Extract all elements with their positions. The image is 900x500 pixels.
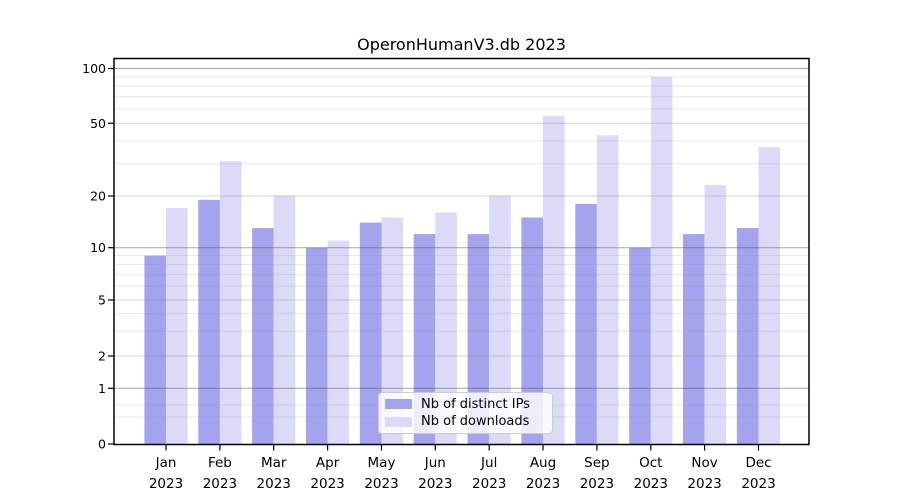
legend-label-distinct-ips: Nb of distinct IPs <box>421 396 530 412</box>
y-tick-label-50: 50 <box>90 116 106 131</box>
x-tick-label-year-jul: 2023 <box>472 476 506 492</box>
bar-downloads-dec <box>758 147 781 444</box>
bar-distinct-ips-apr <box>306 247 328 444</box>
bar-distinct-ips-nov <box>683 234 705 444</box>
x-tick-label-year-feb: 2023 <box>203 476 237 492</box>
bar-downloads-apr <box>327 240 350 444</box>
x-tick-label-year-may: 2023 <box>364 476 398 492</box>
x-tick-label-month-jul: Jul <box>480 455 497 471</box>
legend-item-downloads: Nb of downloads <box>385 414 546 430</box>
y-tick-label-1: 1 <box>98 381 106 396</box>
bar-distinct-ips-jan <box>144 255 166 444</box>
legend-swatch-distinct-ips <box>385 399 412 410</box>
bar-distinct-ips-jun <box>413 234 436 444</box>
bar-downloads-nov <box>704 184 727 444</box>
x-tick-label-month-nov: Nov <box>691 455 717 471</box>
bar-downloads-may <box>381 217 404 444</box>
y-tick-label-0: 0 <box>98 437 106 452</box>
bar-downloads-oct <box>650 76 673 445</box>
x-tick-label-year-sep: 2023 <box>580 476 614 492</box>
x-tick-label-year-jun: 2023 <box>418 476 452 492</box>
y-tick-label-20: 20 <box>90 189 106 204</box>
y-tick-label-100: 100 <box>82 61 106 76</box>
bar-distinct-ips-aug <box>521 217 543 444</box>
bar-downloads-feb <box>219 161 242 444</box>
chart-title: OperonHumanV3.db 2023 <box>357 35 566 54</box>
legend-label-downloads: Nb of downloads <box>421 414 530 430</box>
bar-distinct-ips-jul <box>467 234 490 444</box>
x-tick-label-year-dec: 2023 <box>741 476 775 492</box>
x-tick-label-year-apr: 2023 <box>310 476 344 492</box>
legend-swatch-downloads <box>385 416 412 427</box>
bar-downloads-jan <box>166 208 188 444</box>
x-tick-label-month-jun: Jun <box>424 455 446 471</box>
y-tick-label-10: 10 <box>90 240 106 255</box>
bar-downloads-jun <box>435 212 457 444</box>
bar-downloads-aug <box>543 115 565 445</box>
x-tick-label-year-aug: 2023 <box>526 476 560 492</box>
bar-distinct-ips-oct <box>629 247 651 444</box>
bar-downloads-mar <box>273 196 296 444</box>
x-tick-label-year-mar: 2023 <box>257 476 291 492</box>
plot-frame <box>113 57 810 446</box>
x-tick-label-month-jan: Jan <box>155 455 177 471</box>
bar-distinct-ips-feb <box>198 199 220 444</box>
y-tick-label-5: 5 <box>98 293 106 308</box>
x-tick-label-month-mar: Mar <box>261 455 287 471</box>
bar-distinct-ips-dec <box>736 228 759 444</box>
x-tick-label-month-dec: Dec <box>745 455 771 471</box>
bar-downloads-sep <box>596 135 619 445</box>
x-tick-label-month-may: May <box>368 455 396 471</box>
x-tick-label-month-apr: Apr <box>316 455 340 471</box>
legend: Nb of distinct IPs Nb of downloads <box>378 392 553 434</box>
bar-distinct-ips-mar <box>252 228 274 444</box>
bar-distinct-ips-sep <box>575 203 597 444</box>
legend-item-distinct-ips: Nb of distinct IPs <box>385 396 546 412</box>
x-tick-label-month-aug: Aug <box>530 455 556 471</box>
x-tick-label-year-oct: 2023 <box>634 476 668 492</box>
x-tick-label-year-jan: 2023 <box>149 476 183 492</box>
x-tick-label-month-sep: Sep <box>584 455 609 471</box>
x-tick-label-month-feb: Feb <box>208 455 232 471</box>
bar-downloads-jul <box>489 196 511 444</box>
x-tick-label-year-nov: 2023 <box>687 476 721 492</box>
y-tick-label-2: 2 <box>98 349 106 364</box>
x-tick-label-month-oct: Oct <box>639 455 662 471</box>
